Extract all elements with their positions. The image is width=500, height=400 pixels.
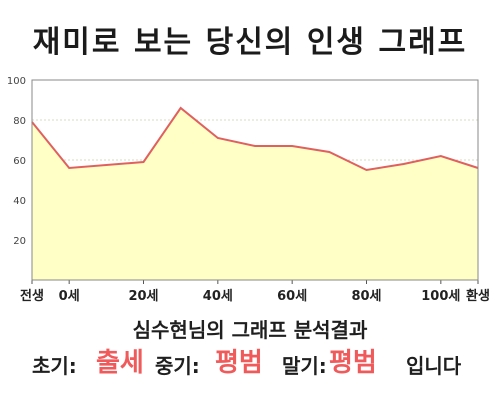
y-axis-ticks: 20 40 60 80 100 [7, 76, 26, 247]
life-graph-chart: 20 40 60 80 100 전생 0세 20세 40세 60세 80세 100세 환생 [7, 76, 490, 304]
x-tick-label: 100세 [421, 289, 460, 304]
plot-frame [31, 79, 479, 281]
x-tick-label: 0세 [59, 289, 80, 304]
area-fill [32, 108, 478, 280]
x-tick-label: 20세 [128, 289, 158, 304]
x-tick-label: 80세 [351, 289, 381, 304]
series-line [31, 106, 479, 172]
x-axis-ticks: 전생 0세 20세 40세 60세 80세 100세 환생 [20, 280, 490, 304]
y-tick-label: 20 [13, 236, 26, 247]
y-tick-label: 100 [7, 76, 26, 87]
early-value: 출세 [96, 348, 144, 378]
x-tick-label: 40세 [203, 289, 233, 304]
late-value: 평범 [329, 348, 377, 378]
y-tick-label: 80 [13, 116, 26, 127]
analysis-result: 초기: 출세 중기: 평범 말기: 평범 입니다 [0, 346, 500, 386]
x-tick-label: 전생 [20, 288, 44, 304]
y-tick-label: 40 [13, 196, 26, 207]
mid-value: 평범 [215, 348, 263, 378]
mid-label: 중기: [155, 354, 200, 378]
result-suffix: 입니다 [406, 354, 462, 378]
analysis-title: 심수현님의 그래프 분석결과 [132, 318, 368, 342]
x-tick-label: 60세 [277, 289, 307, 304]
early-label: 초기: [32, 354, 77, 378]
late-label: 말기: [282, 354, 327, 378]
y-tick-label: 60 [13, 156, 26, 167]
page-title: 재미로 보는 당신의 인생 그래프 [32, 25, 468, 60]
x-tick-label: 환생 [466, 288, 490, 304]
